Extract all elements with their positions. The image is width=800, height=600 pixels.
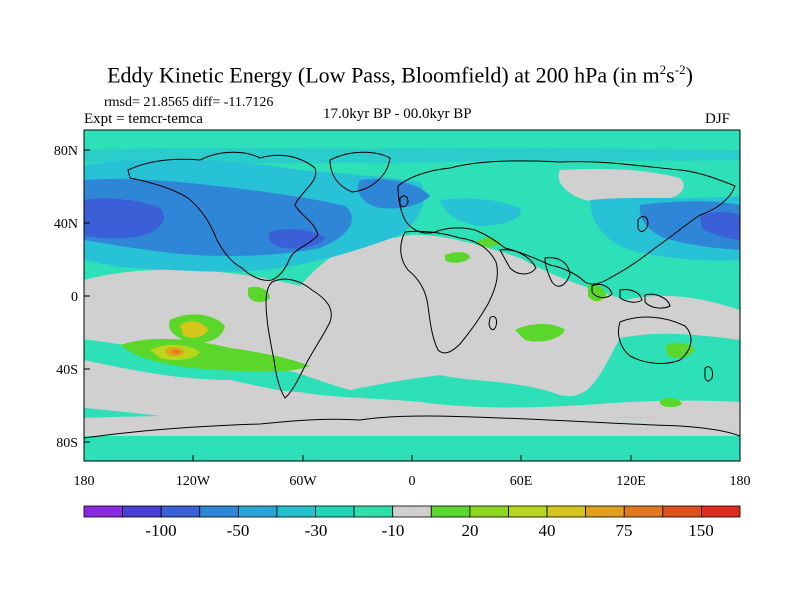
colorbar-box <box>701 505 741 518</box>
y-tick-label: 80N <box>54 144 78 159</box>
x-tick-label: 120E <box>616 474 646 489</box>
x-tick-label: 60W <box>289 474 317 489</box>
colorbar-label: -10 <box>382 521 405 540</box>
colorbar-box <box>585 505 625 518</box>
coastlines <box>84 151 740 439</box>
colorbar-box <box>315 505 355 518</box>
colorbar-box <box>122 505 162 518</box>
colorbar-label: 40 <box>539 521 556 540</box>
y-tick-label: 40S <box>56 363 78 378</box>
y-tick-label: 80S <box>56 436 78 451</box>
plot-title: Eddy Kinetic Energy (Low Pass, Bloomfiel… <box>107 62 693 88</box>
colorbar-box <box>469 505 509 518</box>
colorbar-box <box>353 505 394 518</box>
colorbar-box <box>662 505 702 518</box>
x-tick-label: 0 <box>409 474 416 489</box>
colorbar-box <box>83 505 123 518</box>
colorbar-label: -30 <box>305 521 328 540</box>
period-label: 17.0kyr BP - 00.0kyr BP <box>323 106 472 122</box>
colorbar-box <box>392 505 432 518</box>
colorbar-box <box>276 505 316 518</box>
x-tick-label: 180 <box>730 474 751 489</box>
stats-label: rmsd= 21.8565 diff= -11.7126 <box>104 95 274 110</box>
colorbar-label: 20 <box>462 521 479 540</box>
colorbar-box <box>546 505 587 518</box>
y-tick-label: 0 <box>71 290 78 305</box>
x-tick-label: 120W <box>176 474 211 489</box>
colorbar-labels: -100 -50 -30 -10 20 40 75 150 <box>145 521 713 540</box>
y-tick-labels: 80N 40N 0 40S 80S <box>54 144 78 451</box>
high-energy-bands <box>84 147 740 272</box>
colorbar-label: -100 <box>145 521 176 540</box>
colorbar <box>83 505 741 518</box>
colorbar-box <box>237 505 278 518</box>
experiment-label: Expt = temcr-temca <box>84 111 203 127</box>
x-tick-label: 60E <box>510 474 533 489</box>
colorbar-box <box>199 505 239 518</box>
energy-field <box>84 130 740 461</box>
colorbar-label: 75 <box>616 521 633 540</box>
peak-regions <box>150 321 208 360</box>
season-label: DJF <box>705 111 731 127</box>
colorbar-label: 150 <box>688 521 714 540</box>
axis-ticks <box>83 149 741 461</box>
y-tick-label: 40N <box>54 217 78 232</box>
x-tick-labels: 180 120W 60W 0 60E 120E 180 <box>74 474 751 489</box>
colorbar-box <box>623 505 664 518</box>
colorbar-box <box>160 505 201 518</box>
colorbar-box <box>508 505 548 518</box>
x-tick-label: 180 <box>74 474 95 489</box>
colorbar-box <box>430 505 471 518</box>
colorbar-label: -50 <box>227 521 250 540</box>
